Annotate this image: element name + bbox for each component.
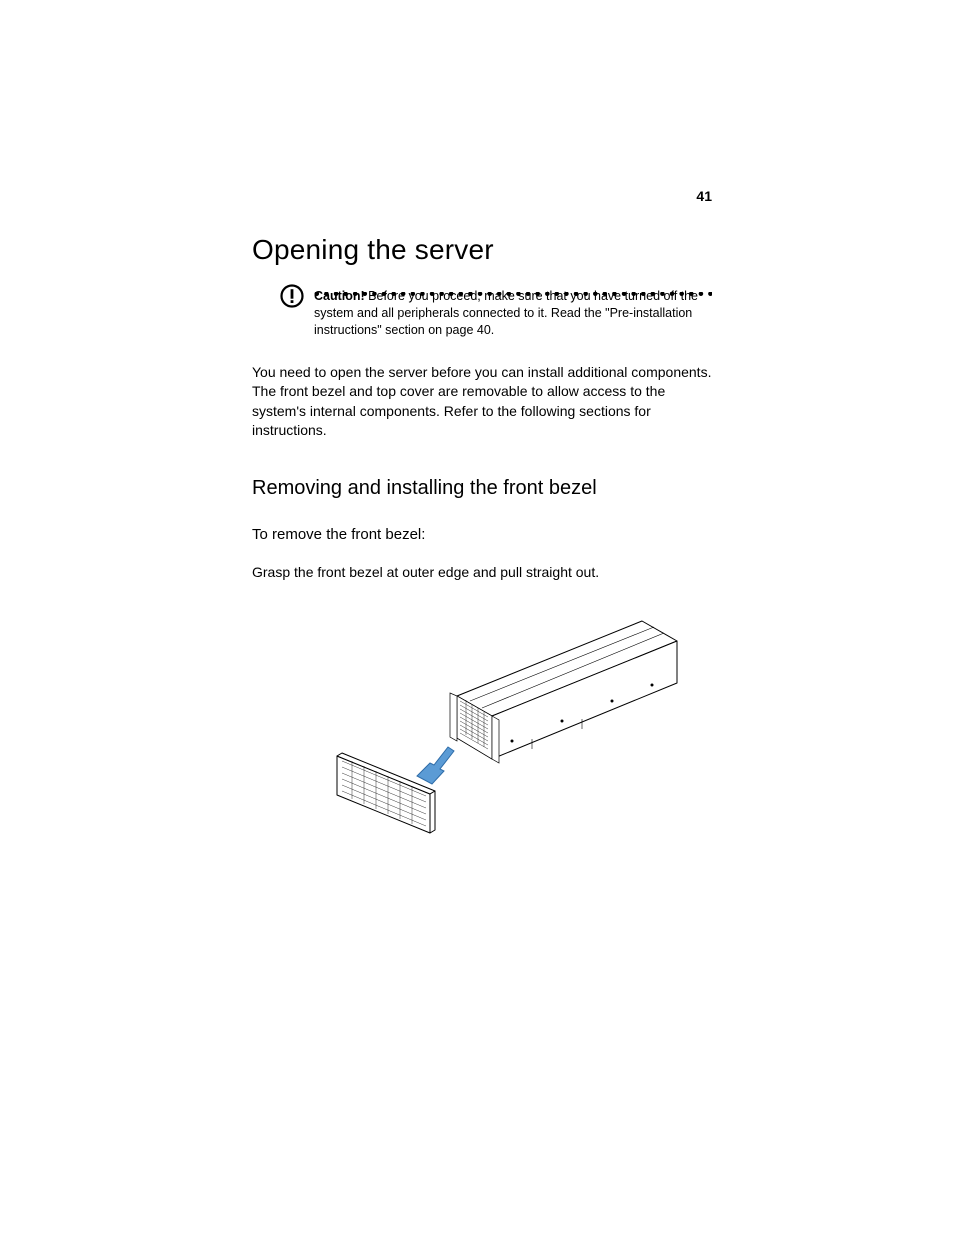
page-content: 41 Opening the server ••••••••••••••••••… <box>252 188 712 851</box>
dotted-rule: ••••••••••••••••••••••••••••••••••••••••… <box>314 292 712 298</box>
heading-removing-installing-bezel: Removing and installing the front bezel <box>252 477 712 500</box>
step-text: Grasp the front bezel at outer edge and … <box>252 563 712 583</box>
page-number: 41 <box>696 188 712 204</box>
heading-to-remove-bezel: To remove the front bezel: <box>252 526 712 543</box>
intro-paragraph: You need to open the server before you c… <box>252 363 712 441</box>
server-illustration <box>282 601 682 851</box>
direction-arrow-icon <box>417 747 454 784</box>
caution-block: ••••••••••••••••••••••••••••••••••••••••… <box>252 288 712 339</box>
heading-opening-the-server: Opening the server <box>252 234 712 266</box>
bezel-removal-figure <box>252 601 712 851</box>
caution-icon <box>280 284 304 313</box>
